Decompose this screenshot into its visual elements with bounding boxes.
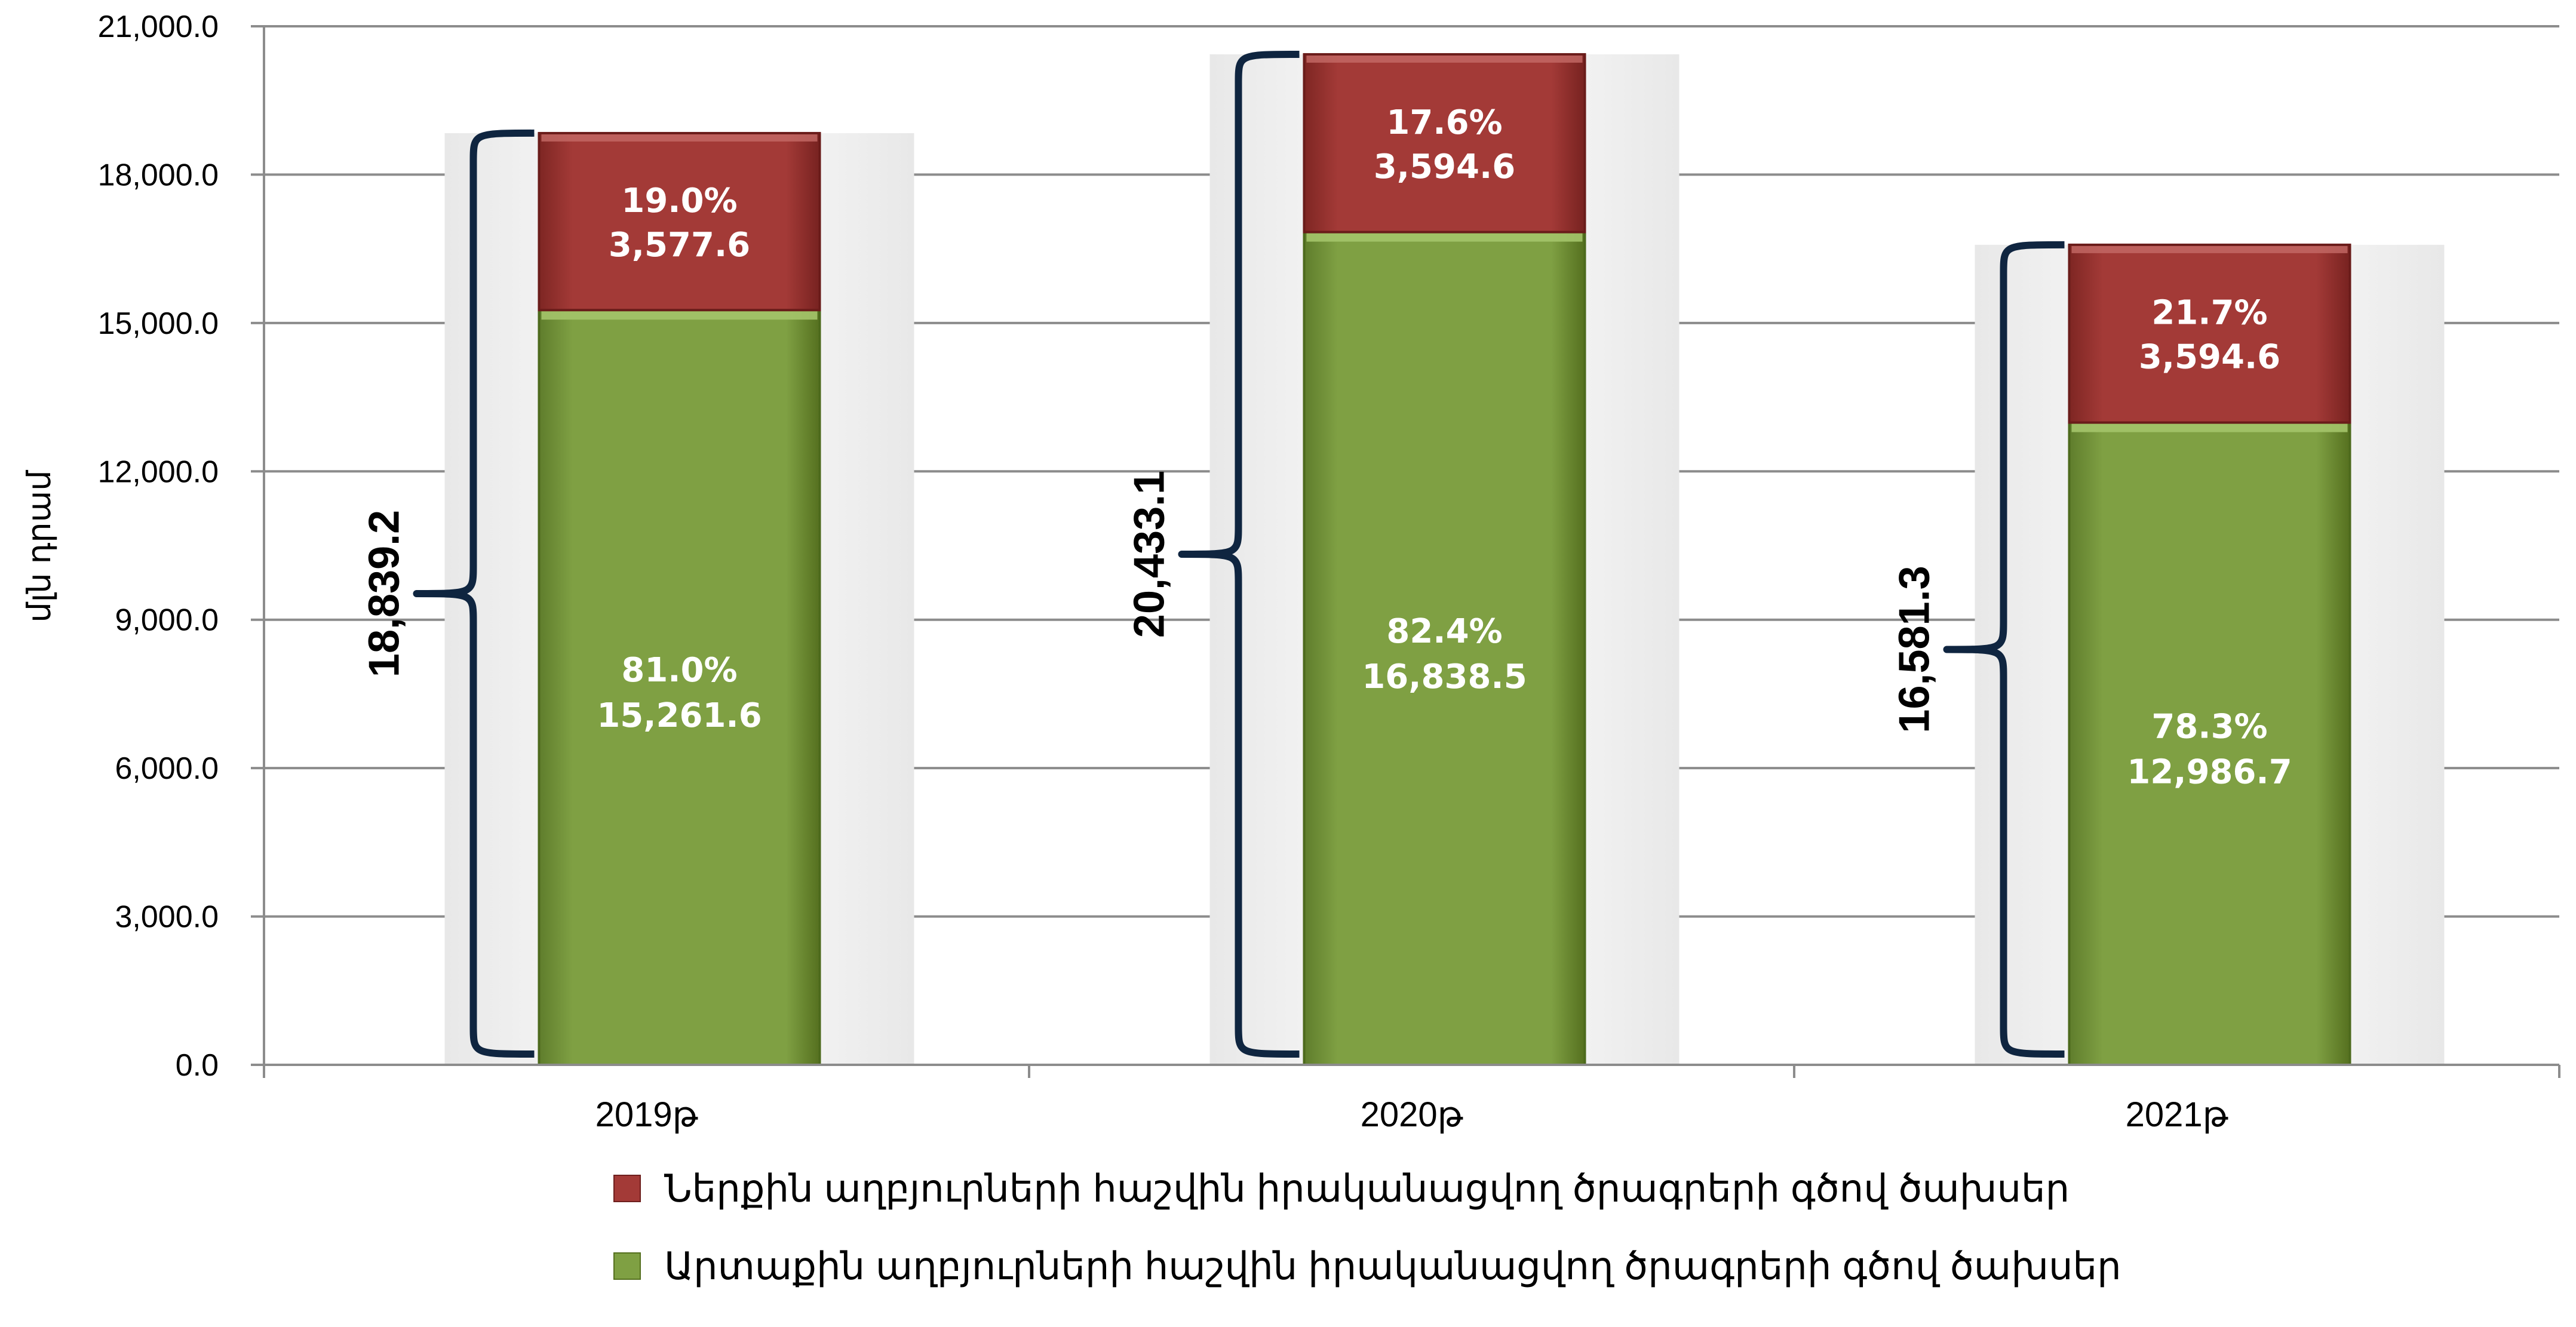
data-label-value-domestic: 3,594.6 xyxy=(2139,338,2280,377)
bar-segment-domestic xyxy=(538,131,821,312)
y-axis-label: մլն դրամ xyxy=(22,470,57,623)
x-tick-label: 2019թ xyxy=(595,1095,698,1134)
y-axis-ticks: 0.0 3,000.0 6,000.0 9,000.0 12,000.0 15,000.0… xyxy=(98,10,265,1083)
data-label-value-external: 12,986.7 xyxy=(2127,752,2292,791)
bars: 81.0% 15,261.6 19.0% 3,577.6 82.4% 16,838.5 17… xyxy=(444,53,2445,1067)
legend-item-external: Արտաքին աղբյուրների հաշվին իրականացվող ծ… xyxy=(613,1245,2121,1288)
data-label-value-domestic: 3,577.6 xyxy=(609,226,750,265)
bar-segment-highlight xyxy=(2071,423,2348,432)
bar-segment-domestic xyxy=(1303,53,1586,234)
data-label-share-domestic: 19.0% xyxy=(621,182,737,220)
y-tick-label: 21,000.0 xyxy=(98,10,219,44)
legend: Ներքին աղբյուրների հաշվին իրականացվող ծր… xyxy=(613,1167,2121,1288)
data-label-share-domestic: 21.7% xyxy=(2151,294,2267,333)
x-axis: 2019թ 2020թ 2021թ xyxy=(263,1064,2560,1134)
total-braces: 18,839.2 20,433.1 16,581.3 xyxy=(361,50,2065,1058)
bar-segment-domestic xyxy=(2068,243,2351,424)
y-tick-label: 3,000.0 xyxy=(115,900,219,935)
bar-segment-highlight xyxy=(1306,233,1583,242)
x-tick-label: 2020թ xyxy=(1361,1095,1463,1134)
total-label: 18,839.2 xyxy=(361,510,409,677)
total-brace xyxy=(1178,50,1300,1058)
legend-item-domestic: Ներքին աղբյուրների հաշվին իրականացվող ծր… xyxy=(613,1167,2070,1210)
total-label: 20,433.1 xyxy=(1126,471,1174,638)
y-tick-label: 15,000.0 xyxy=(98,306,219,341)
y-tick-label: 18,000.0 xyxy=(98,158,219,192)
bar-segment-highlight xyxy=(541,134,818,142)
legend-swatch-domestic xyxy=(613,1175,641,1202)
bar-segment-highlight xyxy=(541,311,818,320)
legend-swatch-external xyxy=(613,1252,641,1280)
y-tick-label: 0.0 xyxy=(176,1048,219,1083)
data-label-value-external: 16,838.5 xyxy=(1362,658,1527,696)
total-brace xyxy=(1943,241,2065,1058)
bar-segment-highlight xyxy=(2071,245,2348,253)
bar-segment-highlight xyxy=(1306,55,1583,63)
data-label-value-external: 15,261.6 xyxy=(597,696,762,735)
total-brace xyxy=(413,129,535,1058)
data-label-share-domestic: 17.6% xyxy=(1386,103,1502,142)
data-label-share-external: 82.4% xyxy=(1386,612,1502,651)
y-tick-label: 12,000.0 xyxy=(98,454,219,489)
data-label-share-external: 78.3% xyxy=(2151,707,2267,746)
x-tick-label: 2021թ xyxy=(2126,1095,2228,1134)
data-label-value-domestic: 3,594.6 xyxy=(1374,148,1515,186)
y-tick-label: 9,000.0 xyxy=(115,603,219,638)
y-tick-label: 6,000.0 xyxy=(115,751,219,786)
total-label: 16,581.3 xyxy=(1891,566,1939,733)
data-label-share-external: 81.0% xyxy=(621,651,737,690)
legend-label-external: Արտաքին աղբյուրների հաշվին իրականացվող ծ… xyxy=(664,1245,2121,1288)
legend-label-domestic: Ներքին աղբյուրների հաշվին իրականացվող ծր… xyxy=(664,1167,2070,1210)
